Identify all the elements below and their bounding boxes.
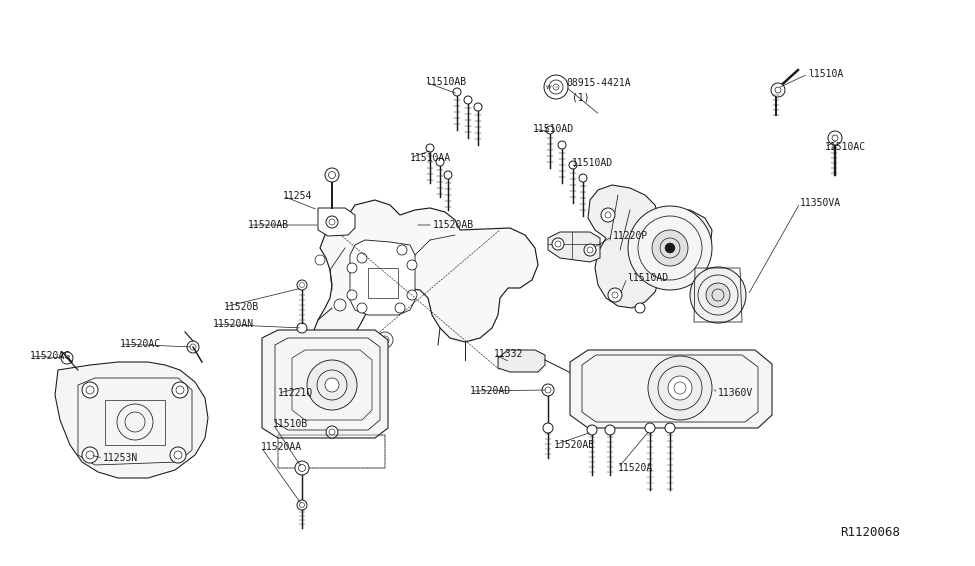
Text: l1510A: l1510A	[808, 69, 843, 79]
Circle shape	[395, 303, 405, 313]
Circle shape	[668, 376, 692, 400]
Circle shape	[652, 230, 688, 266]
Circle shape	[407, 260, 417, 270]
Polygon shape	[498, 350, 545, 372]
Circle shape	[706, 283, 730, 307]
Text: (1): (1)	[572, 92, 590, 102]
Circle shape	[357, 303, 367, 313]
Text: l1510AB: l1510AB	[425, 77, 466, 87]
Text: 11520AN: 11520AN	[213, 319, 254, 329]
Text: w: w	[545, 84, 551, 90]
Circle shape	[82, 447, 98, 463]
Circle shape	[357, 253, 367, 263]
Circle shape	[172, 382, 188, 398]
Circle shape	[325, 168, 339, 182]
Text: 08915-4421A: 08915-4421A	[566, 78, 631, 88]
Circle shape	[645, 423, 655, 433]
Polygon shape	[55, 362, 208, 478]
Circle shape	[297, 323, 307, 333]
Circle shape	[407, 290, 417, 300]
Circle shape	[579, 174, 587, 182]
Circle shape	[771, 83, 785, 97]
Circle shape	[170, 447, 186, 463]
Circle shape	[307, 360, 357, 410]
Polygon shape	[570, 350, 772, 428]
Circle shape	[635, 303, 645, 313]
Circle shape	[605, 425, 615, 435]
Text: 11332: 11332	[494, 349, 524, 359]
Text: 11510AA: 11510AA	[410, 153, 451, 163]
Circle shape	[325, 378, 339, 392]
Text: 11520B: 11520B	[224, 302, 259, 312]
Text: 11510AD: 11510AD	[572, 158, 613, 168]
Circle shape	[569, 161, 577, 169]
Circle shape	[542, 384, 554, 396]
Text: 11510AC: 11510AC	[825, 142, 866, 152]
Text: 11350VA: 11350VA	[800, 198, 841, 208]
Circle shape	[648, 356, 712, 420]
Circle shape	[436, 158, 444, 166]
Text: 11520AD: 11520AD	[470, 386, 511, 396]
Circle shape	[295, 461, 309, 475]
Text: 11520AB: 11520AB	[433, 220, 474, 230]
Circle shape	[187, 341, 199, 353]
Text: 11520AA: 11520AA	[261, 442, 302, 452]
Circle shape	[464, 96, 472, 104]
Circle shape	[628, 206, 712, 290]
Text: l1510AD: l1510AD	[627, 273, 668, 283]
Text: 11520AG: 11520AG	[30, 351, 71, 361]
Circle shape	[690, 267, 746, 323]
Circle shape	[347, 263, 357, 273]
Circle shape	[665, 423, 675, 433]
Polygon shape	[350, 240, 415, 315]
Circle shape	[82, 382, 98, 398]
Circle shape	[543, 423, 553, 433]
Text: 1J520AE: 1J520AE	[554, 440, 595, 450]
Text: 11510B: 11510B	[273, 419, 308, 429]
Text: 11520A: 11520A	[618, 463, 653, 473]
Text: 11221Q: 11221Q	[278, 388, 313, 398]
Text: 11254: 11254	[283, 191, 312, 201]
Polygon shape	[588, 185, 712, 308]
Circle shape	[453, 88, 461, 96]
Text: 11520AB: 11520AB	[248, 220, 290, 230]
Circle shape	[608, 288, 622, 302]
Circle shape	[347, 290, 357, 300]
Text: R1120068: R1120068	[840, 525, 900, 538]
Circle shape	[552, 238, 564, 250]
Circle shape	[828, 131, 842, 145]
Circle shape	[61, 352, 73, 364]
Polygon shape	[318, 208, 355, 236]
Text: 11253N: 11253N	[103, 453, 138, 463]
Text: 11360V: 11360V	[718, 388, 754, 398]
Text: 11510AD: 11510AD	[533, 124, 574, 134]
Circle shape	[546, 126, 554, 134]
Polygon shape	[548, 232, 600, 262]
Circle shape	[326, 426, 338, 438]
Polygon shape	[262, 330, 388, 438]
Circle shape	[474, 103, 482, 111]
Circle shape	[397, 245, 407, 255]
Circle shape	[587, 425, 597, 435]
Circle shape	[297, 280, 307, 290]
Text: 11520AC: 11520AC	[120, 339, 161, 349]
Circle shape	[544, 75, 568, 99]
Text: 11220P: 11220P	[613, 231, 648, 241]
Polygon shape	[308, 200, 538, 368]
Circle shape	[426, 144, 434, 152]
Circle shape	[558, 141, 566, 149]
Circle shape	[444, 171, 452, 179]
Circle shape	[297, 500, 307, 510]
Circle shape	[665, 243, 675, 253]
Circle shape	[601, 208, 615, 222]
Circle shape	[584, 244, 596, 256]
Circle shape	[326, 216, 338, 228]
